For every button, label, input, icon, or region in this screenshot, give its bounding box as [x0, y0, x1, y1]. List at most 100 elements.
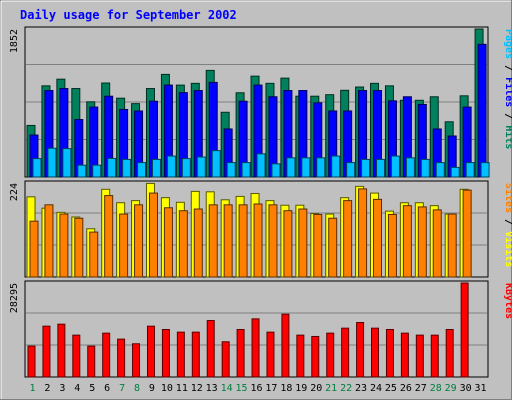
bar-kbytes-day-16 [251, 318, 260, 378]
legend-item-files: Files [503, 77, 512, 107]
bar-kbytes-day-12 [191, 331, 200, 378]
bar-kbytes-day-2 [42, 325, 51, 378]
bar-pages-day-25 [390, 155, 400, 178]
bar-sites-day-18 [283, 210, 293, 278]
bar-pages-day-3 [62, 148, 72, 178]
bar-pages-day-6 [107, 157, 117, 178]
bar-pages-day-4 [77, 164, 87, 178]
x-tick-label-day-8: 8 [134, 383, 140, 394]
bar-pages-day-8 [137, 162, 147, 178]
bar-pages-day-30 [465, 162, 475, 178]
bar-kbytes-day-23 [356, 322, 365, 378]
bar-sites-day-8 [134, 204, 144, 278]
panel-visits-sites: 224 Sites / Visits [9, 180, 512, 278]
bar-pages-day-21 [331, 155, 341, 178]
x-tick-label-day-25: 25 [385, 383, 397, 394]
x-tick-label-day-28: 28 [430, 383, 442, 394]
bar-kbytes-day-15 [236, 328, 245, 378]
bar-pages-day-11 [181, 158, 191, 178]
x-tick-label-day-26: 26 [400, 383, 412, 394]
legend-item-visits: Visits [503, 231, 512, 267]
x-tick-label-day-13: 13 [206, 383, 218, 394]
bar-kbytes-day-29 [445, 328, 454, 378]
bar-pages-day-5 [92, 164, 102, 178]
legend-visits-sites: Sites / Visits [503, 183, 512, 267]
bar-kbytes-day-21 [326, 332, 335, 378]
bar-pages-day-12 [196, 156, 206, 178]
bar-sites-day-9 [148, 192, 158, 278]
bar-kbytes-day-28 [430, 334, 439, 378]
bar-pages-day-20 [316, 157, 326, 178]
x-tick-label-day-29: 29 [445, 383, 457, 394]
bar-pages-day-27 [420, 158, 430, 178]
bar-pages-day-22 [346, 162, 356, 178]
bar-kbytes-day-13 [206, 320, 215, 378]
bar-pages-day-18 [286, 157, 296, 178]
legend-item-sites: Sites [503, 183, 512, 213]
bar-sites-day-23 [358, 188, 368, 278]
chart-title: Daily usage for September 2002 [20, 8, 237, 22]
y-max-label: 28295 [9, 283, 20, 313]
x-tick-label-day-31: 31 [475, 383, 487, 394]
bar-kbytes-day-26 [400, 332, 409, 378]
bar-kbytes-day-4 [72, 334, 81, 378]
bar-kbytes-day-24 [371, 327, 380, 378]
legend-separator: / [503, 213, 512, 231]
x-tick-label-day-21: 21 [325, 383, 337, 394]
bar-kbytes-day-3 [57, 323, 66, 378]
bar-kbytes-day-18 [281, 313, 290, 378]
bar-sites-day-17 [268, 204, 278, 278]
bar-kbytes-day-14 [221, 341, 230, 378]
bar-sites-day-6 [104, 195, 114, 278]
bar-sites-day-13 [208, 204, 218, 278]
bar-pages-day-9 [151, 158, 161, 178]
bar-sites-day-11 [178, 210, 188, 278]
legend-hits-files-pages: Pages / Files / Hits [503, 29, 512, 149]
bar-sites-day-20 [313, 213, 323, 278]
bar-files-day-31 [477, 43, 487, 178]
bar-kbytes-day-22 [341, 327, 350, 378]
bar-kbytes-day-5 [87, 345, 96, 378]
bar-pages-day-26 [405, 157, 415, 178]
x-tick-label-day-27: 27 [415, 383, 427, 394]
bar-sites-day-29 [447, 213, 457, 278]
bar-pages-day-15 [241, 162, 251, 178]
panel-kbytes: 28295 KBytes [9, 280, 512, 378]
bar-sites-day-3 [59, 213, 69, 278]
bar-kbytes-day-20 [311, 335, 320, 378]
legend-kbytes: KBytes [503, 283, 512, 319]
x-tick-label-day-7: 7 [119, 383, 125, 394]
x-axis-labels: 1 2 3 4 5 6 7 8 9 10 11 12 13 14 15 16 17 18 19 20 21 22 23 24 2… [29, 383, 486, 394]
bar-sites-day-28 [432, 209, 442, 278]
x-tick-label-day-19: 19 [295, 383, 307, 394]
panel-hits-files-pages: 1852 Pages / Files / Hits [9, 26, 512, 178]
x-tick-label-day-16: 16 [250, 383, 262, 394]
bar-sites-day-7 [119, 213, 129, 278]
x-tick-label-day-14: 14 [221, 383, 233, 394]
bar-pages-day-24 [376, 158, 386, 178]
bar-sites-day-15 [238, 204, 248, 278]
legend-item-kbytes: KBytes [503, 283, 512, 319]
bar-sites-day-16 [253, 203, 263, 278]
bar-sites-day-4 [74, 217, 84, 278]
x-tick-label-day-9: 9 [149, 383, 155, 394]
bar-pages-day-29 [450, 166, 460, 178]
bar-sites-day-1 [29, 220, 39, 278]
legend-item-hits: Hits [503, 125, 512, 149]
y-max-label: 1852 [9, 29, 20, 53]
x-tick-label-day-15: 15 [236, 383, 248, 394]
x-tick-label-day-30: 30 [460, 383, 472, 394]
x-tick-label-day-12: 12 [191, 383, 203, 394]
bar-kbytes-day-10 [161, 328, 170, 378]
bar-sites-day-21 [328, 217, 338, 278]
x-tick-label-day-23: 23 [355, 383, 367, 394]
x-tick-label-day-18: 18 [280, 383, 292, 394]
bar-sites-day-27 [417, 206, 427, 278]
bar-kbytes-day-1 [27, 345, 36, 378]
bar-sites-day-5 [89, 231, 99, 278]
bar-kbytes-day-6 [102, 332, 111, 378]
bar-pages-day-10 [166, 155, 176, 178]
bar-pages-day-16 [256, 153, 266, 178]
